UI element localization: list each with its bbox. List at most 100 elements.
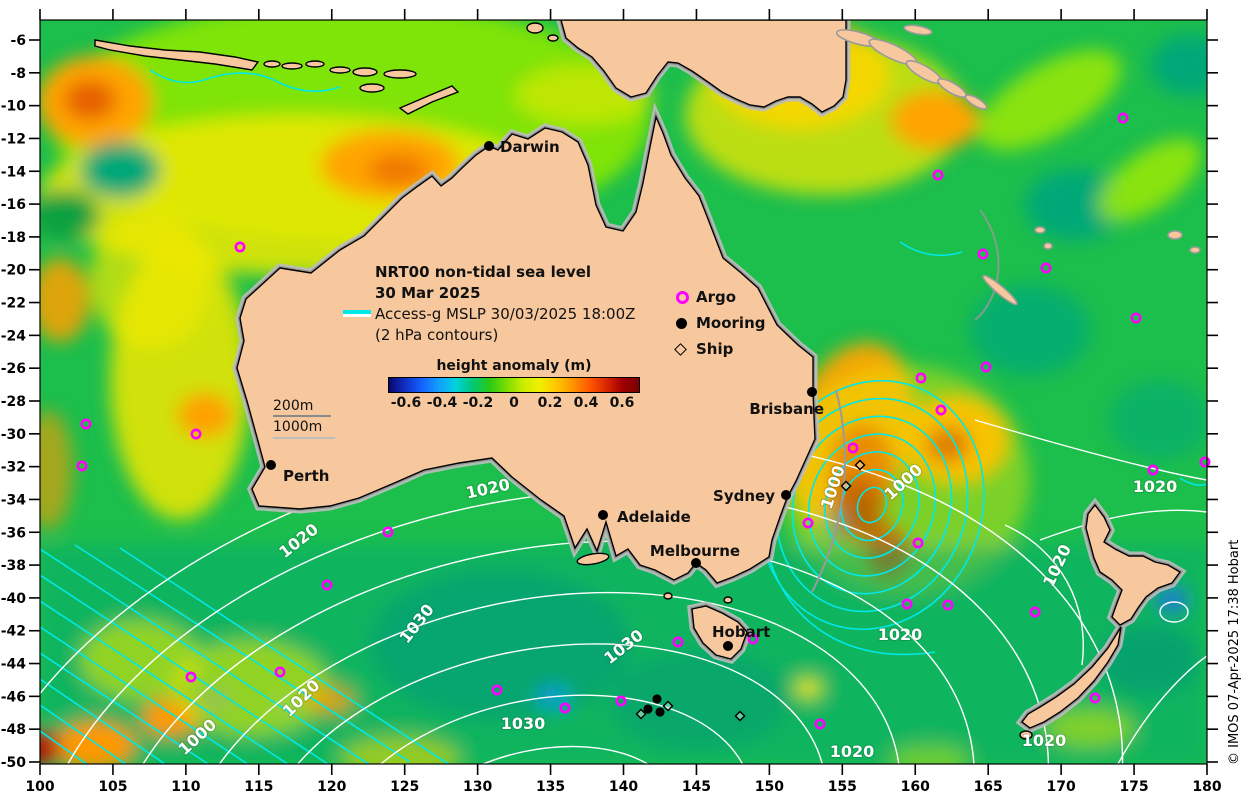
argo-marker bbox=[901, 598, 913, 610]
argo-marker bbox=[80, 418, 92, 430]
x-tick-label: 125 bbox=[390, 779, 419, 795]
contour-interval-label: (2 hPa contours) bbox=[375, 326, 499, 344]
x-tick-label: 150 bbox=[755, 779, 784, 795]
argo-marker bbox=[912, 537, 924, 549]
ship-legend-label: Ship bbox=[696, 340, 734, 358]
colorbar: height anomaly (m) -0.6 -0.4 -0.2 0 0.2 0.4 0.… bbox=[388, 358, 640, 411]
legend-mooring: Mooring bbox=[676, 310, 766, 336]
city-dot bbox=[723, 641, 733, 651]
y-tick-label: -32 bbox=[1, 460, 26, 476]
y-tick-label: -48 bbox=[1, 722, 26, 738]
y-tick-label: -36 bbox=[1, 525, 26, 541]
argo-marker bbox=[847, 442, 859, 454]
colorbar-gradient bbox=[388, 377, 640, 393]
bathy-200m-line bbox=[273, 415, 331, 417]
argo-marker bbox=[977, 248, 989, 260]
argo-marker bbox=[382, 526, 394, 538]
city-label: Hobart bbox=[712, 623, 770, 641]
bathy-1000m-label: 1000m bbox=[273, 419, 323, 435]
mooring-legend-icon bbox=[676, 317, 687, 329]
x-tick-label: 135 bbox=[536, 779, 565, 795]
y-tick-label: -24 bbox=[1, 328, 27, 344]
city-dot bbox=[484, 141, 494, 151]
argo-marker bbox=[190, 428, 202, 440]
x-tick-label: 130 bbox=[463, 779, 492, 795]
y-tick-label: -14 bbox=[1, 164, 27, 180]
x-tick-label: 105 bbox=[98, 779, 127, 795]
city-label: Sydney bbox=[713, 487, 775, 505]
argo-marker bbox=[1029, 606, 1041, 618]
ship-marker bbox=[840, 480, 852, 492]
argo-marker bbox=[491, 684, 503, 696]
argo-marker bbox=[615, 695, 627, 707]
city-markers: Darwin Perth Adelaide Melbourne Sydney Brisba… bbox=[266, 138, 824, 651]
argo-marker bbox=[234, 241, 246, 253]
argo-marker bbox=[321, 579, 333, 591]
y-tick-label: -12 bbox=[1, 131, 26, 147]
argo-marker bbox=[76, 460, 88, 472]
argo-marker bbox=[1130, 312, 1142, 324]
argo-marker bbox=[185, 671, 197, 683]
credit-text: © IMOS 07-Apr-2025 17:38 Hobart bbox=[1227, 540, 1242, 765]
y-tick-label: -34 bbox=[1, 492, 27, 508]
y-tick-label: -16 bbox=[1, 197, 26, 213]
argo-marker bbox=[1117, 112, 1129, 124]
x-tick-label: 120 bbox=[317, 779, 346, 795]
argo-marker bbox=[1147, 464, 1159, 476]
colorbar-tick-label: 0 bbox=[509, 395, 519, 411]
argo-marker bbox=[274, 666, 286, 678]
city-dot bbox=[781, 490, 791, 500]
y-tick-label: -46 bbox=[1, 689, 26, 705]
x-tick-label: 175 bbox=[1119, 779, 1148, 795]
argo-marker bbox=[935, 404, 947, 416]
map-title: NRT00 non-tidal sea level bbox=[375, 263, 592, 281]
mooring-legend-label: Mooring bbox=[696, 314, 766, 332]
mslp-contour-label: 1020 bbox=[1022, 731, 1067, 750]
argo-marker bbox=[1199, 456, 1211, 468]
colorbar-tick-label: 0.4 bbox=[573, 395, 599, 411]
x-tick-label: 110 bbox=[171, 779, 200, 795]
y-tick-label: -30 bbox=[1, 427, 27, 443]
legend-ship: Ship bbox=[674, 336, 766, 362]
x-tick-label: 145 bbox=[682, 779, 711, 795]
mslp-line-swatch bbox=[343, 310, 371, 314]
city-label: Melbourne bbox=[650, 542, 740, 560]
mslp-contour-label: 1020 bbox=[830, 742, 875, 761]
argo-marker bbox=[980, 361, 992, 373]
city-label: Adelaide bbox=[617, 508, 691, 526]
title-block: NRT00 non-tidal sea level 30 Mar 2025 Ac… bbox=[343, 262, 636, 346]
y-tick-label: -20 bbox=[1, 263, 27, 279]
y-tick-label: -8 bbox=[10, 66, 26, 82]
argo-legend-label: Argo bbox=[696, 288, 737, 306]
mslp-source-label: Access-g MSLP 30/03/2025 18:00Z bbox=[375, 305, 636, 323]
y-tick-label: -10 bbox=[1, 99, 27, 115]
argo-marker bbox=[814, 718, 826, 730]
argo-marker bbox=[1040, 262, 1052, 274]
bathymetry-legend: 200m 1000m bbox=[273, 398, 335, 439]
y-tick-label: -40 bbox=[1, 591, 27, 607]
argo-marker bbox=[559, 702, 571, 714]
argo-marker bbox=[1089, 692, 1101, 704]
x-tick-label: 170 bbox=[1047, 779, 1076, 795]
island-chain bbox=[835, 24, 1201, 306]
y-tick-label: -42 bbox=[1, 624, 26, 640]
argo-marker bbox=[802, 517, 814, 529]
argo-marker bbox=[932, 169, 944, 181]
city-dot bbox=[807, 387, 817, 397]
ship-marker bbox=[635, 708, 647, 720]
x-tick-label: 160 bbox=[901, 779, 930, 795]
colorbar-tick-label: 0.6 bbox=[609, 395, 635, 411]
colorbar-tick-label: -0.2 bbox=[462, 395, 494, 411]
mslp-contour-label: 1020 bbox=[1133, 477, 1178, 496]
colorbar-title: height anomaly (m) bbox=[436, 358, 592, 374]
x-tick-label: 140 bbox=[609, 779, 638, 795]
city-label: Perth bbox=[283, 467, 329, 485]
bathy-200m-label: 200m bbox=[273, 398, 314, 414]
colorbar-tick-label: 0.2 bbox=[537, 395, 563, 411]
x-tick-label: 165 bbox=[974, 779, 1003, 795]
y-tick-label: -26 bbox=[1, 361, 26, 377]
argo-legend-icon bbox=[676, 290, 689, 304]
y-tick-label: -44 bbox=[1, 657, 27, 673]
